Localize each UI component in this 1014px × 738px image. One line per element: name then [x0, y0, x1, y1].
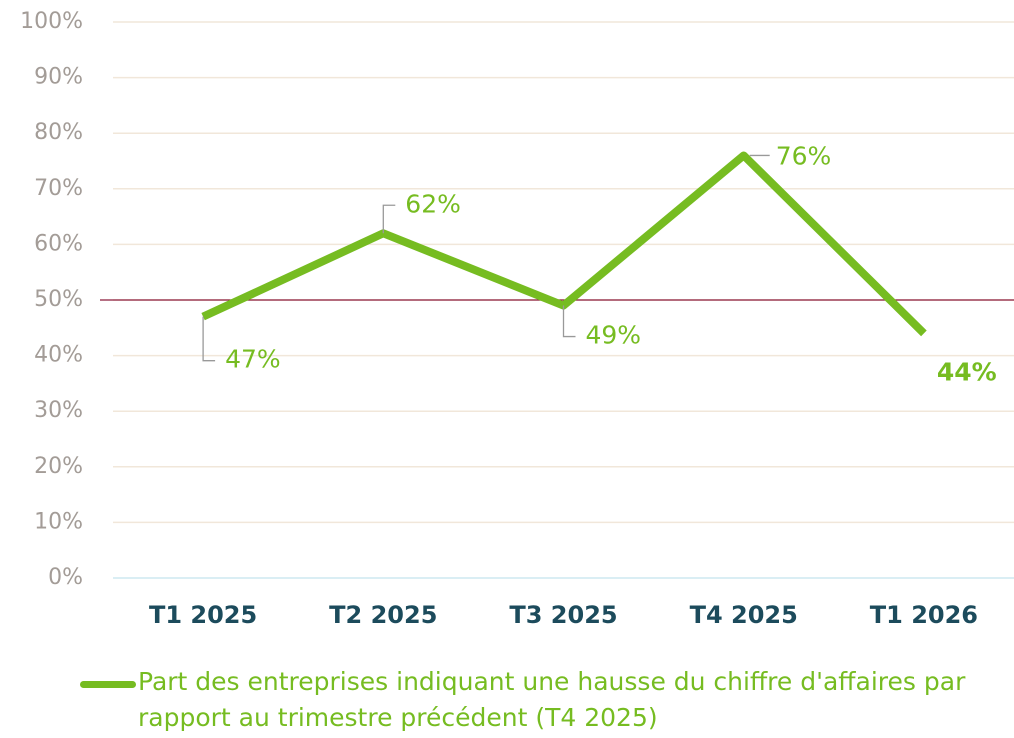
data-label: 49% [586, 321, 642, 350]
x-tick-label: T2 2025 [329, 601, 437, 629]
legend-swatch [80, 681, 136, 688]
y-tick-label: 40% [34, 343, 83, 368]
data-label: 47% [225, 345, 281, 374]
x-tick-label: T1 2026 [870, 601, 978, 629]
y-tick-label: 0% [48, 565, 83, 590]
data-label: 62% [405, 189, 461, 218]
x-tick-label: T3 2025 [509, 601, 617, 629]
y-tick-label: 60% [34, 231, 83, 256]
data-label: 76% [776, 141, 832, 170]
leader-line [562, 305, 576, 338]
leader-line [202, 316, 216, 362]
data-label: 44% [937, 357, 997, 386]
y-tick-label: 10% [34, 509, 83, 534]
y-tick-label: 30% [34, 398, 83, 423]
y-tick-label: 50% [34, 287, 83, 312]
y-tick-label: 100% [20, 9, 83, 34]
leader-line [382, 204, 396, 234]
y-tick-label: 80% [34, 120, 83, 145]
x-tick-label: T4 2025 [690, 601, 798, 629]
legend: Part des entreprises indiquant une hauss… [80, 664, 980, 736]
y-tick-label: 20% [34, 454, 83, 479]
y-tick-label: 90% [34, 65, 83, 90]
legend-label: Part des entreprises indiquant une hauss… [138, 667, 966, 732]
x-tick-label: T1 2025 [149, 601, 257, 629]
chart: 0% 10% 20% 30% 40% 50% 60% 70% 80% 90% 100% T1 2025… [20, 9, 1014, 629]
y-tick-label: 70% [34, 176, 83, 201]
